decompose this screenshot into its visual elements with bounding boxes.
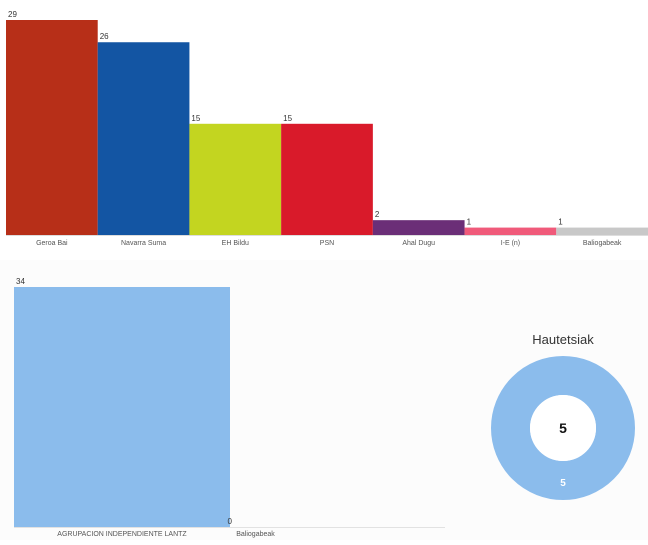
category-label-baliogabeak: Baliogabeak [236, 531, 275, 538]
category-label-ahal-dugu: Ahal Dugu [402, 240, 435, 247]
bar-i-e-n[interactable] [464, 227, 557, 235]
bar-psn[interactable] [281, 123, 373, 235]
donut-center-label: 5 [559, 420, 567, 436]
bar-eh-bildu[interactable] [189, 123, 282, 235]
value-label-psn: 15 [283, 114, 292, 123]
donut-title: Hautetsiak [532, 332, 594, 347]
category-label-baliogabeak: Baliogabeak [583, 240, 622, 247]
bar-navarra-suma[interactable] [97, 42, 190, 235]
category-label-geroa-bai: Geroa Bai [36, 240, 68, 247]
donut-segment-label: 5 [560, 478, 566, 489]
value-label-navarra-suma: 26 [100, 32, 109, 41]
value-label-eh-bildu: 15 [191, 114, 200, 123]
bar-ahal-dugu[interactable] [372, 220, 465, 235]
local-results-svg: 34 AGRUPACION INDEPENDIENTE LANTZ 0Balioga… [14, 277, 635, 538]
category-label-i-e-n: I-E (n) [501, 240, 520, 247]
value-label-ahal-dugu: 2 [375, 210, 380, 219]
bar-agrupacion-independiente-lantz[interactable] [14, 287, 230, 527]
value-label-agrupacion-independiente-lantz: 34 [16, 277, 25, 286]
category-label-navarra-suma: Navarra Suma [121, 240, 166, 247]
category-label-agrupacion-independiente-lantz: AGRUPACION INDEPENDIENTE LANTZ [57, 531, 187, 538]
bar-baliogabeak[interactable] [556, 227, 648, 235]
value-label-baliogabeak: 1 [558, 218, 563, 227]
party-votes-chart-svg: 29 Geroa Bai 26 Navarra Suma 15 EH Bildu 15 PSN… [6, 10, 648, 247]
value-label-baliogabeak: 0 [228, 517, 233, 526]
bar-geroa-bai[interactable] [6, 20, 98, 235]
local-results-panel: 34 AGRUPACION INDEPENDIENTE LANTZ 0 Balioga… [0, 260, 648, 540]
donut-hole [530, 395, 596, 461]
category-label-psn: PSN [320, 240, 334, 247]
value-label-geroa-bai: 29 [8, 10, 17, 19]
donut-segment-segment-1[interactable] [491, 356, 635, 500]
party-votes-chart: 29 Geroa Bai 26 Navarra Suma 15 EH Bildu 15 PSN… [0, 0, 648, 258]
category-label-eh-bildu: EH Bildu [222, 240, 249, 247]
value-label-i-e-n: 1 [467, 218, 472, 227]
